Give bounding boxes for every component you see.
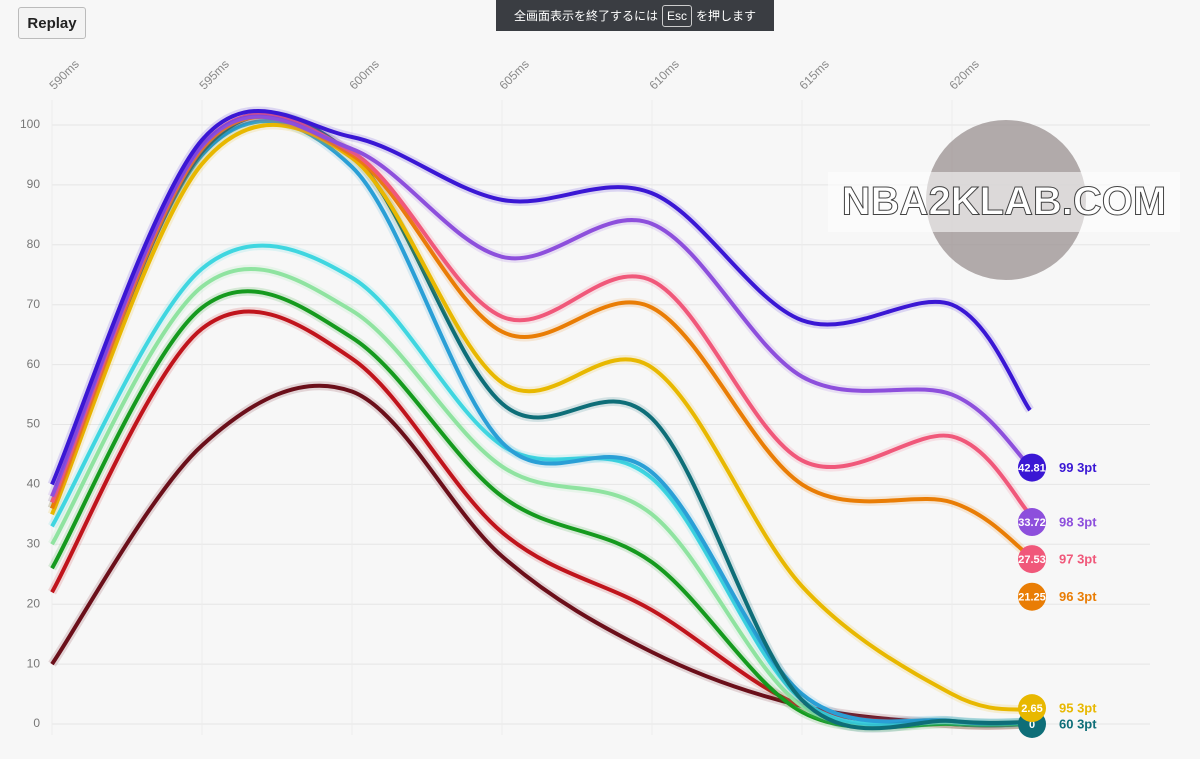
series-line [50, 383, 1031, 728]
watermark-band [828, 172, 1180, 232]
current-value-label: 2.65 [1021, 703, 1042, 715]
notice-text: を押します [696, 9, 757, 23]
current-value-label: 21.25 [1018, 592, 1046, 604]
y-tick-label: 70 [27, 297, 41, 311]
current-marker [1018, 508, 1046, 537]
current-value-label: 0 [1029, 719, 1035, 731]
series-line [50, 109, 1032, 486]
current-marker [1018, 545, 1046, 574]
y-tick-label: 10 [27, 656, 41, 670]
y-tick-label: 20 [27, 596, 41, 610]
notice-text: 全画面表示を終了するには [513, 9, 658, 23]
notice-key: Esc [661, 4, 692, 27]
current-marker [1018, 694, 1046, 723]
current-value-label: 42.81 [1018, 462, 1046, 474]
y-tick-label: 60 [27, 357, 41, 371]
series-line [50, 243, 1031, 727]
fullscreen-notice: 全画面表示を終了するには Esc を押します [496, 0, 774, 31]
y-tick-label: 50 [27, 417, 41, 431]
y-tick-label: 30 [27, 536, 41, 550]
replay-button[interactable]: Replay [18, 7, 86, 39]
current-value-label: 27.53 [1018, 554, 1046, 566]
series-name-label: 99 3pt [1059, 460, 1097, 475]
series-name-label: 96 3pt [1059, 589, 1097, 604]
y-tick-label: 100 [20, 117, 40, 131]
current-marker [1018, 453, 1046, 482]
series-line [50, 123, 1031, 713]
y-tick-label: 0 [33, 716, 40, 730]
series-name-label: 98 3pt [1059, 514, 1097, 529]
current-value-label: 33.72 [1018, 517, 1046, 529]
watermark: NBA2KLAB.COM [828, 120, 1180, 280]
y-tick-label: 80 [27, 237, 41, 251]
series-name-label: 97 3pt [1059, 552, 1097, 567]
y-tick-label: 90 [27, 177, 41, 191]
current-marker [1018, 582, 1046, 611]
watermark-text: NBA2KLAB.COM [842, 180, 1166, 224]
y-tick-label: 40 [27, 477, 41, 491]
series-line [50, 114, 1032, 498]
series-name-label: 95 3pt [1059, 701, 1097, 716]
series-name-label: 60 3pt [1059, 716, 1097, 731]
